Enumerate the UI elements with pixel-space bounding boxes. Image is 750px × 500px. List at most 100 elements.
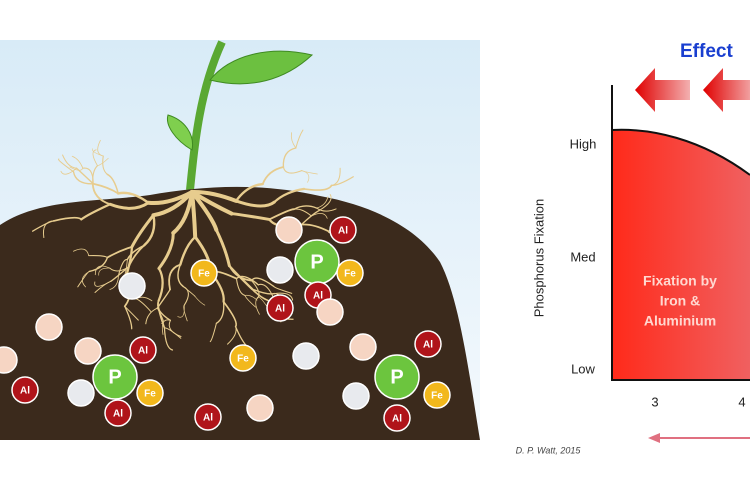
particle (92, 354, 138, 400)
root (273, 292, 294, 301)
root (92, 149, 98, 167)
root (60, 167, 77, 175)
root (273, 285, 293, 294)
root (257, 283, 274, 298)
particle-label: Al (313, 291, 323, 302)
root (290, 132, 297, 149)
x-tick-label: 4 (738, 394, 745, 409)
root (69, 166, 84, 171)
particle (229, 344, 257, 372)
root (94, 280, 112, 287)
particle (194, 403, 222, 431)
root (179, 235, 197, 266)
root (124, 305, 133, 330)
root (143, 213, 156, 247)
root (82, 167, 94, 185)
particle-label: Al (20, 386, 30, 397)
root (318, 194, 332, 211)
particle (292, 342, 320, 370)
root (126, 244, 145, 261)
particle (383, 404, 411, 432)
region-label: Iron & (660, 293, 700, 309)
root (168, 319, 182, 338)
root (303, 184, 333, 191)
root (156, 288, 171, 309)
root (163, 327, 174, 351)
y-level: High (570, 136, 597, 151)
root (71, 155, 84, 169)
root (227, 326, 237, 345)
root (251, 280, 260, 300)
root (251, 288, 276, 295)
root (117, 259, 128, 277)
region-label: Aluminium (644, 313, 716, 329)
root (214, 228, 231, 268)
root (58, 158, 75, 173)
root (234, 199, 276, 208)
root (157, 231, 175, 270)
particle-label: Fe (237, 354, 249, 365)
particle (190, 259, 218, 287)
root (72, 171, 94, 185)
y-axis-label: Phosphorus Fixation (531, 199, 546, 318)
root (81, 271, 90, 288)
particle-label: Al (138, 346, 148, 357)
particle (374, 354, 420, 400)
particle-label: Al (338, 226, 348, 237)
root (222, 300, 238, 328)
bottom-arrowhead (648, 433, 660, 443)
seedling (166, 40, 314, 191)
root (75, 167, 94, 185)
particle (266, 294, 294, 322)
particle (67, 379, 95, 407)
particle (118, 272, 146, 300)
root (209, 322, 217, 343)
particle-label: P (310, 251, 323, 273)
fixation-curve (611, 128, 750, 176)
root (293, 208, 312, 217)
graph-title: Effect (680, 41, 733, 62)
particle (74, 337, 102, 365)
particle-label: Fe (144, 389, 156, 400)
y-level: Low (571, 361, 595, 376)
root (261, 166, 285, 185)
particle-label: Al (203, 413, 213, 424)
root (293, 205, 318, 210)
fixation-area (612, 129, 750, 380)
root (316, 196, 329, 209)
root (228, 264, 253, 282)
root (42, 220, 55, 239)
particle-label: Fe (344, 269, 356, 280)
root (91, 182, 111, 206)
root (73, 248, 90, 257)
root (171, 190, 194, 235)
root (256, 296, 268, 308)
particle (414, 330, 442, 358)
particle (104, 399, 132, 427)
particle (316, 298, 344, 326)
particle (35, 313, 63, 341)
particle-label: Al (113, 409, 123, 420)
root (235, 278, 246, 296)
particle (266, 256, 294, 284)
x-tick-label: 3 (651, 394, 658, 409)
root (161, 319, 171, 335)
root (146, 190, 194, 206)
root (190, 190, 219, 232)
root (177, 304, 185, 318)
root (106, 245, 133, 259)
root (330, 167, 341, 187)
particle-label: P (108, 366, 121, 388)
root (98, 267, 111, 276)
particle (329, 216, 357, 244)
particle (275, 216, 303, 244)
particle (349, 333, 377, 361)
particle (342, 382, 370, 410)
root (80, 203, 112, 221)
root (268, 208, 295, 221)
particle (129, 336, 157, 364)
particle-label: P (390, 366, 403, 388)
root (311, 213, 328, 219)
root (88, 255, 108, 259)
